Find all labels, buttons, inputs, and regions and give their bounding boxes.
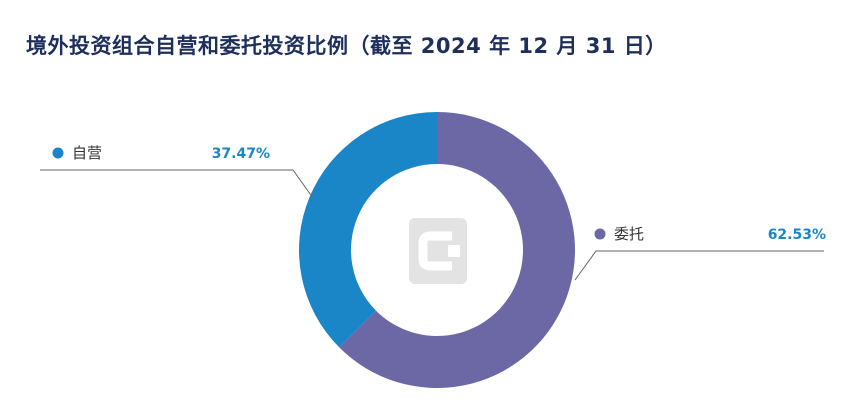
leader-line-self-operated — [40, 169, 314, 199]
slice-entrusted — [339, 112, 575, 389]
legend-dot-self-operated — [52, 147, 64, 159]
slice-value-entrusted: 62.53% — [768, 227, 826, 243]
slice-label-self-operated: 自营 — [72, 144, 102, 162]
chart-title: 境外投资组合自营和委托投资比例（截至 2024 年 12 月 31 日） — [26, 34, 667, 58]
slice-self-operated — [299, 112, 437, 348]
slice-value-self-operated: 37.47% — [212, 146, 270, 162]
leader-line-entrusted — [574, 250, 824, 281]
legend-dot-entrusted — [594, 228, 606, 240]
slice-label-entrusted: 委托 — [614, 225, 644, 243]
watermark-logo-icon — [409, 218, 467, 284]
